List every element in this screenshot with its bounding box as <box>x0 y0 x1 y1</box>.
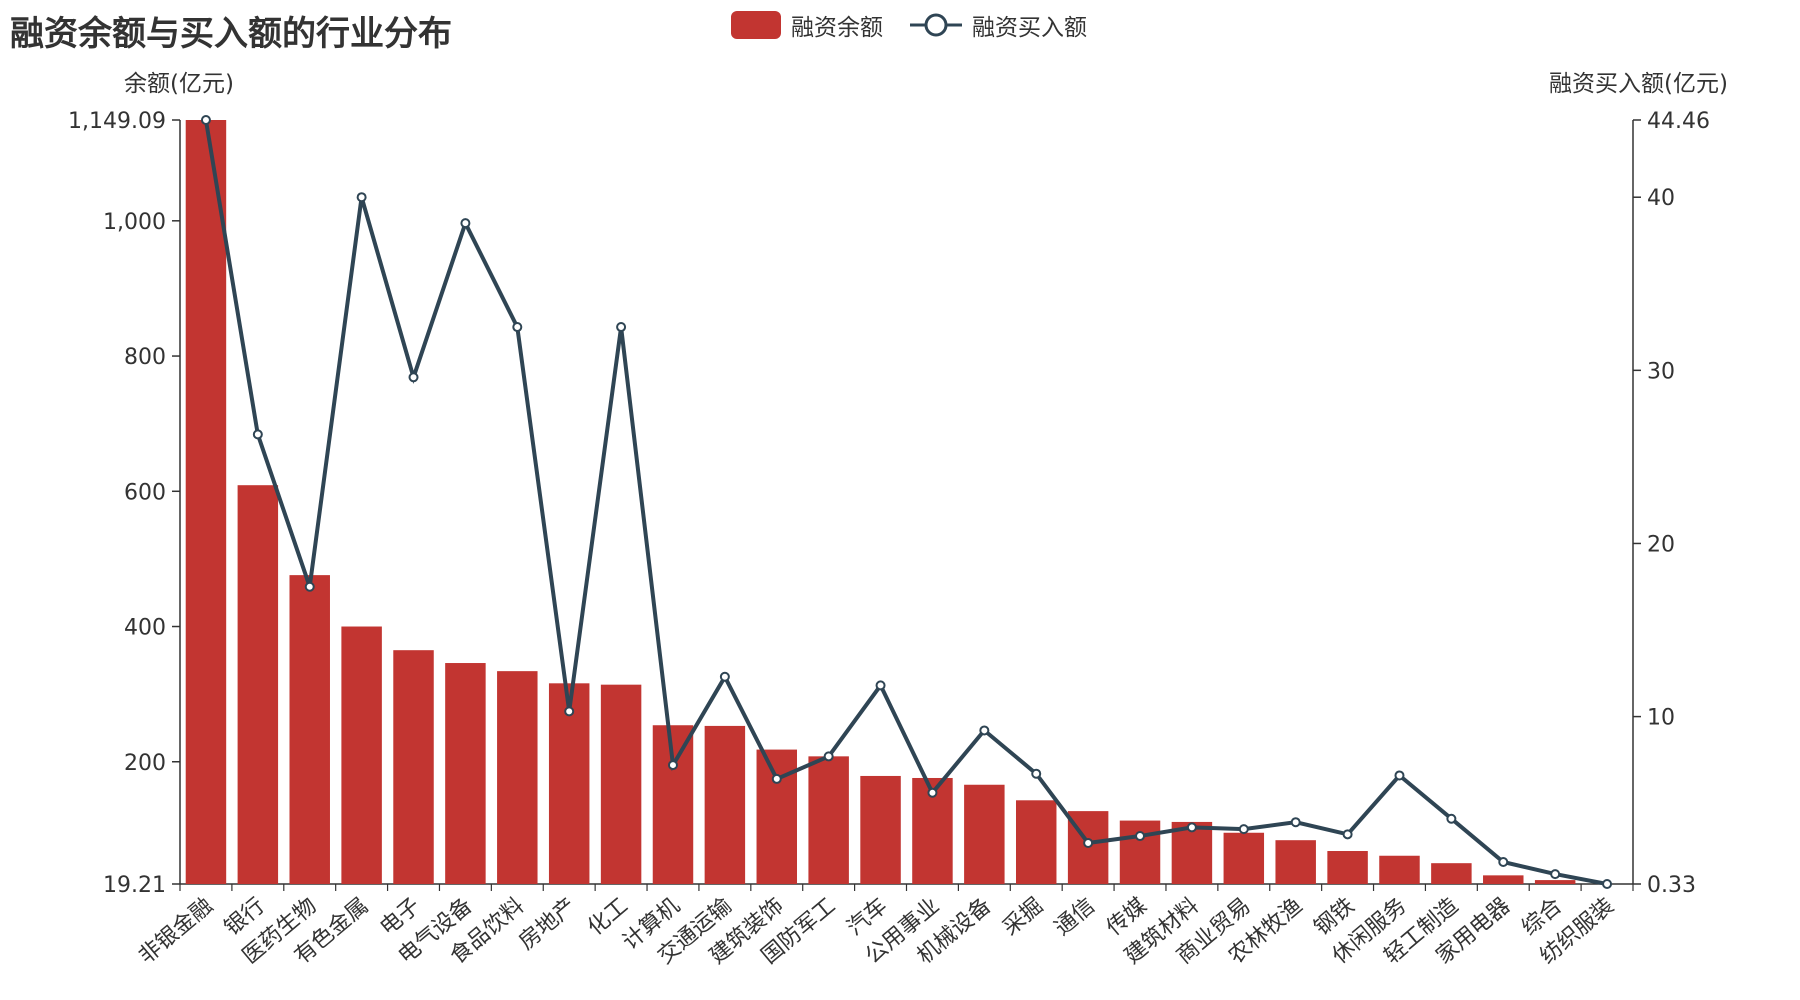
chart-title: 融资余额与买入额的行业分布 <box>10 14 452 54</box>
bar-交通运输 <box>704 725 746 884</box>
bar-休闲服务 <box>1379 855 1420 884</box>
y-left-tick-label: 400 <box>124 616 166 641</box>
bar-汽车 <box>860 775 901 884</box>
bar-采掘 <box>1015 800 1057 884</box>
bar-传媒 <box>1119 820 1161 884</box>
bar-银行 <box>237 485 279 884</box>
x-tick-label: 非银金融 <box>134 893 217 969</box>
line-point-非银金融 <box>200 115 211 125</box>
y-left-tick-label: 1,000 <box>103 210 166 235</box>
line-point-房地产 <box>564 706 575 717</box>
line-point-汽车 <box>875 680 886 691</box>
line-point-采掘 <box>1031 768 1042 779</box>
line-point-建筑材料 <box>1186 822 1197 833</box>
y-left-tick-label: 600 <box>124 480 166 505</box>
line-point-食品饮料 <box>512 322 523 333</box>
bar-国防军工 <box>808 756 849 884</box>
y-right-tick-label: 20 <box>1647 532 1675 557</box>
bar-商业贸易 <box>1223 832 1265 884</box>
x-tick-label: 房地产 <box>514 893 581 955</box>
legend-label-purchase: 融资买入额 <box>972 15 1087 41</box>
bar-有色金属 <box>341 626 382 884</box>
line-point-电气设备 <box>460 218 471 229</box>
line-point-传媒 <box>1135 831 1146 842</box>
line-point-计算机 <box>667 760 678 771</box>
line-point-纺织服装 <box>1602 879 1613 889</box>
bar-化工 <box>600 684 642 884</box>
y-left-tick-label: 1,149.09 <box>68 109 166 134</box>
line-point-钢铁 <box>1342 829 1353 840</box>
legend-item-balance[interactable]: 融资余额 <box>731 8 883 42</box>
bar-房地产 <box>548 683 590 884</box>
line-point-农林牧渔 <box>1290 817 1301 828</box>
line-point-化工 <box>616 322 627 333</box>
bar-机械设备 <box>964 784 1005 884</box>
y-right-tick-label: 0.33 <box>1647 873 1696 898</box>
bar-医药生物 <box>289 575 330 884</box>
line-point-休闲服务 <box>1394 770 1405 781</box>
y-left-tick-label: 800 <box>124 345 166 370</box>
legend-bar-swatch <box>731 11 781 39</box>
line-point-家用电器 <box>1498 857 1509 868</box>
y-left-tick-label: 200 <box>124 751 166 776</box>
bar-轻工制造 <box>1431 863 1472 884</box>
line-point-通信 <box>1083 837 1094 848</box>
line-point-医药生物 <box>304 581 315 592</box>
y-right-tick-label: 40 <box>1647 186 1675 211</box>
bar-农林牧渔 <box>1275 840 1316 884</box>
x-tick-label: 采掘 <box>998 893 1048 940</box>
bar-非银金融 <box>185 120 227 884</box>
line-point-商业贸易 <box>1238 824 1249 835</box>
bar-食品饮料 <box>497 671 538 884</box>
line-point-公用事业 <box>927 787 938 798</box>
y-left-tick-label: 19.21 <box>103 873 166 898</box>
legend-line-swatch <box>910 13 962 37</box>
bar-电气设备 <box>445 663 486 884</box>
line-point-轻工制造 <box>1446 813 1457 824</box>
line-point-有色金属 <box>356 192 367 203</box>
x-tick-label: 通信 <box>1050 893 1100 940</box>
line-point-国防军工 <box>823 751 834 762</box>
legend-item-purchase[interactable]: 融资买入额 <box>910 8 1087 42</box>
y-axis-left-name: 余额(亿元) <box>124 71 234 97</box>
y-right-tick-label: 30 <box>1647 359 1675 384</box>
line-point-综合 <box>1550 869 1561 880</box>
bar-家用电器 <box>1483 875 1524 884</box>
line-series-purchase <box>203 119 1608 886</box>
bar-建筑装饰 <box>756 749 798 884</box>
line-point-电子 <box>408 372 419 383</box>
bar-综合 <box>1534 880 1576 884</box>
line-point-银行 <box>252 429 263 440</box>
y-axis-right-name: 融资买入额(亿元) <box>1549 71 1728 97</box>
bar-电子 <box>393 650 434 884</box>
line-point-交通运输 <box>719 671 730 682</box>
line-point-机械设备 <box>979 725 990 736</box>
legend-label-balance: 融资余额 <box>791 15 883 41</box>
line-point-建筑装饰 <box>771 773 782 784</box>
y-right-tick-label: 10 <box>1647 706 1675 731</box>
y-right-tick-label: 44.46 <box>1647 109 1710 134</box>
bar-钢铁 <box>1327 851 1368 884</box>
